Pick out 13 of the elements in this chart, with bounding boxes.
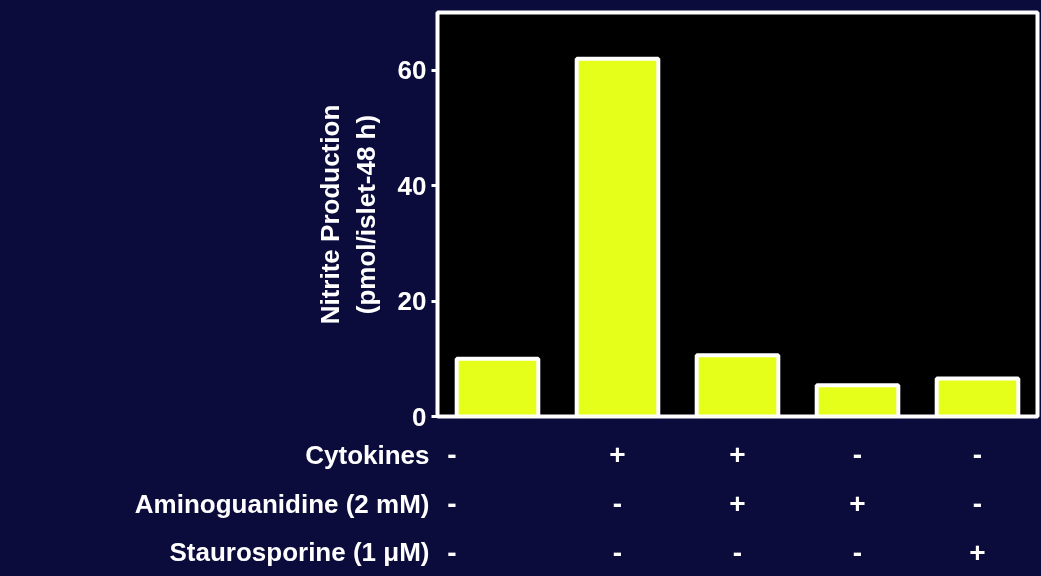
y-tick-label: 40 — [397, 170, 427, 201]
y-tick-label: 20 — [397, 286, 427, 317]
text: Aminoguanidine (2 mM) — [134, 488, 430, 519]
x-tick-label: - + - — [849, 439, 866, 568]
y-axis-title: Nitrite Production (pmol/islet-48 h) — [314, 104, 381, 325]
text: Cytokines — [305, 439, 430, 470]
x-tick-label: - - + — [969, 439, 986, 568]
text: Staurosporine (1 μM) — [169, 537, 430, 568]
x-tick-label: - - - — [447, 439, 457, 568]
y-tick-label: 60 — [397, 55, 427, 86]
y-tick-label: 0 — [412, 401, 427, 432]
x-tick-label: + + - — [729, 439, 746, 568]
x-tick-label: + - - — [609, 439, 626, 568]
